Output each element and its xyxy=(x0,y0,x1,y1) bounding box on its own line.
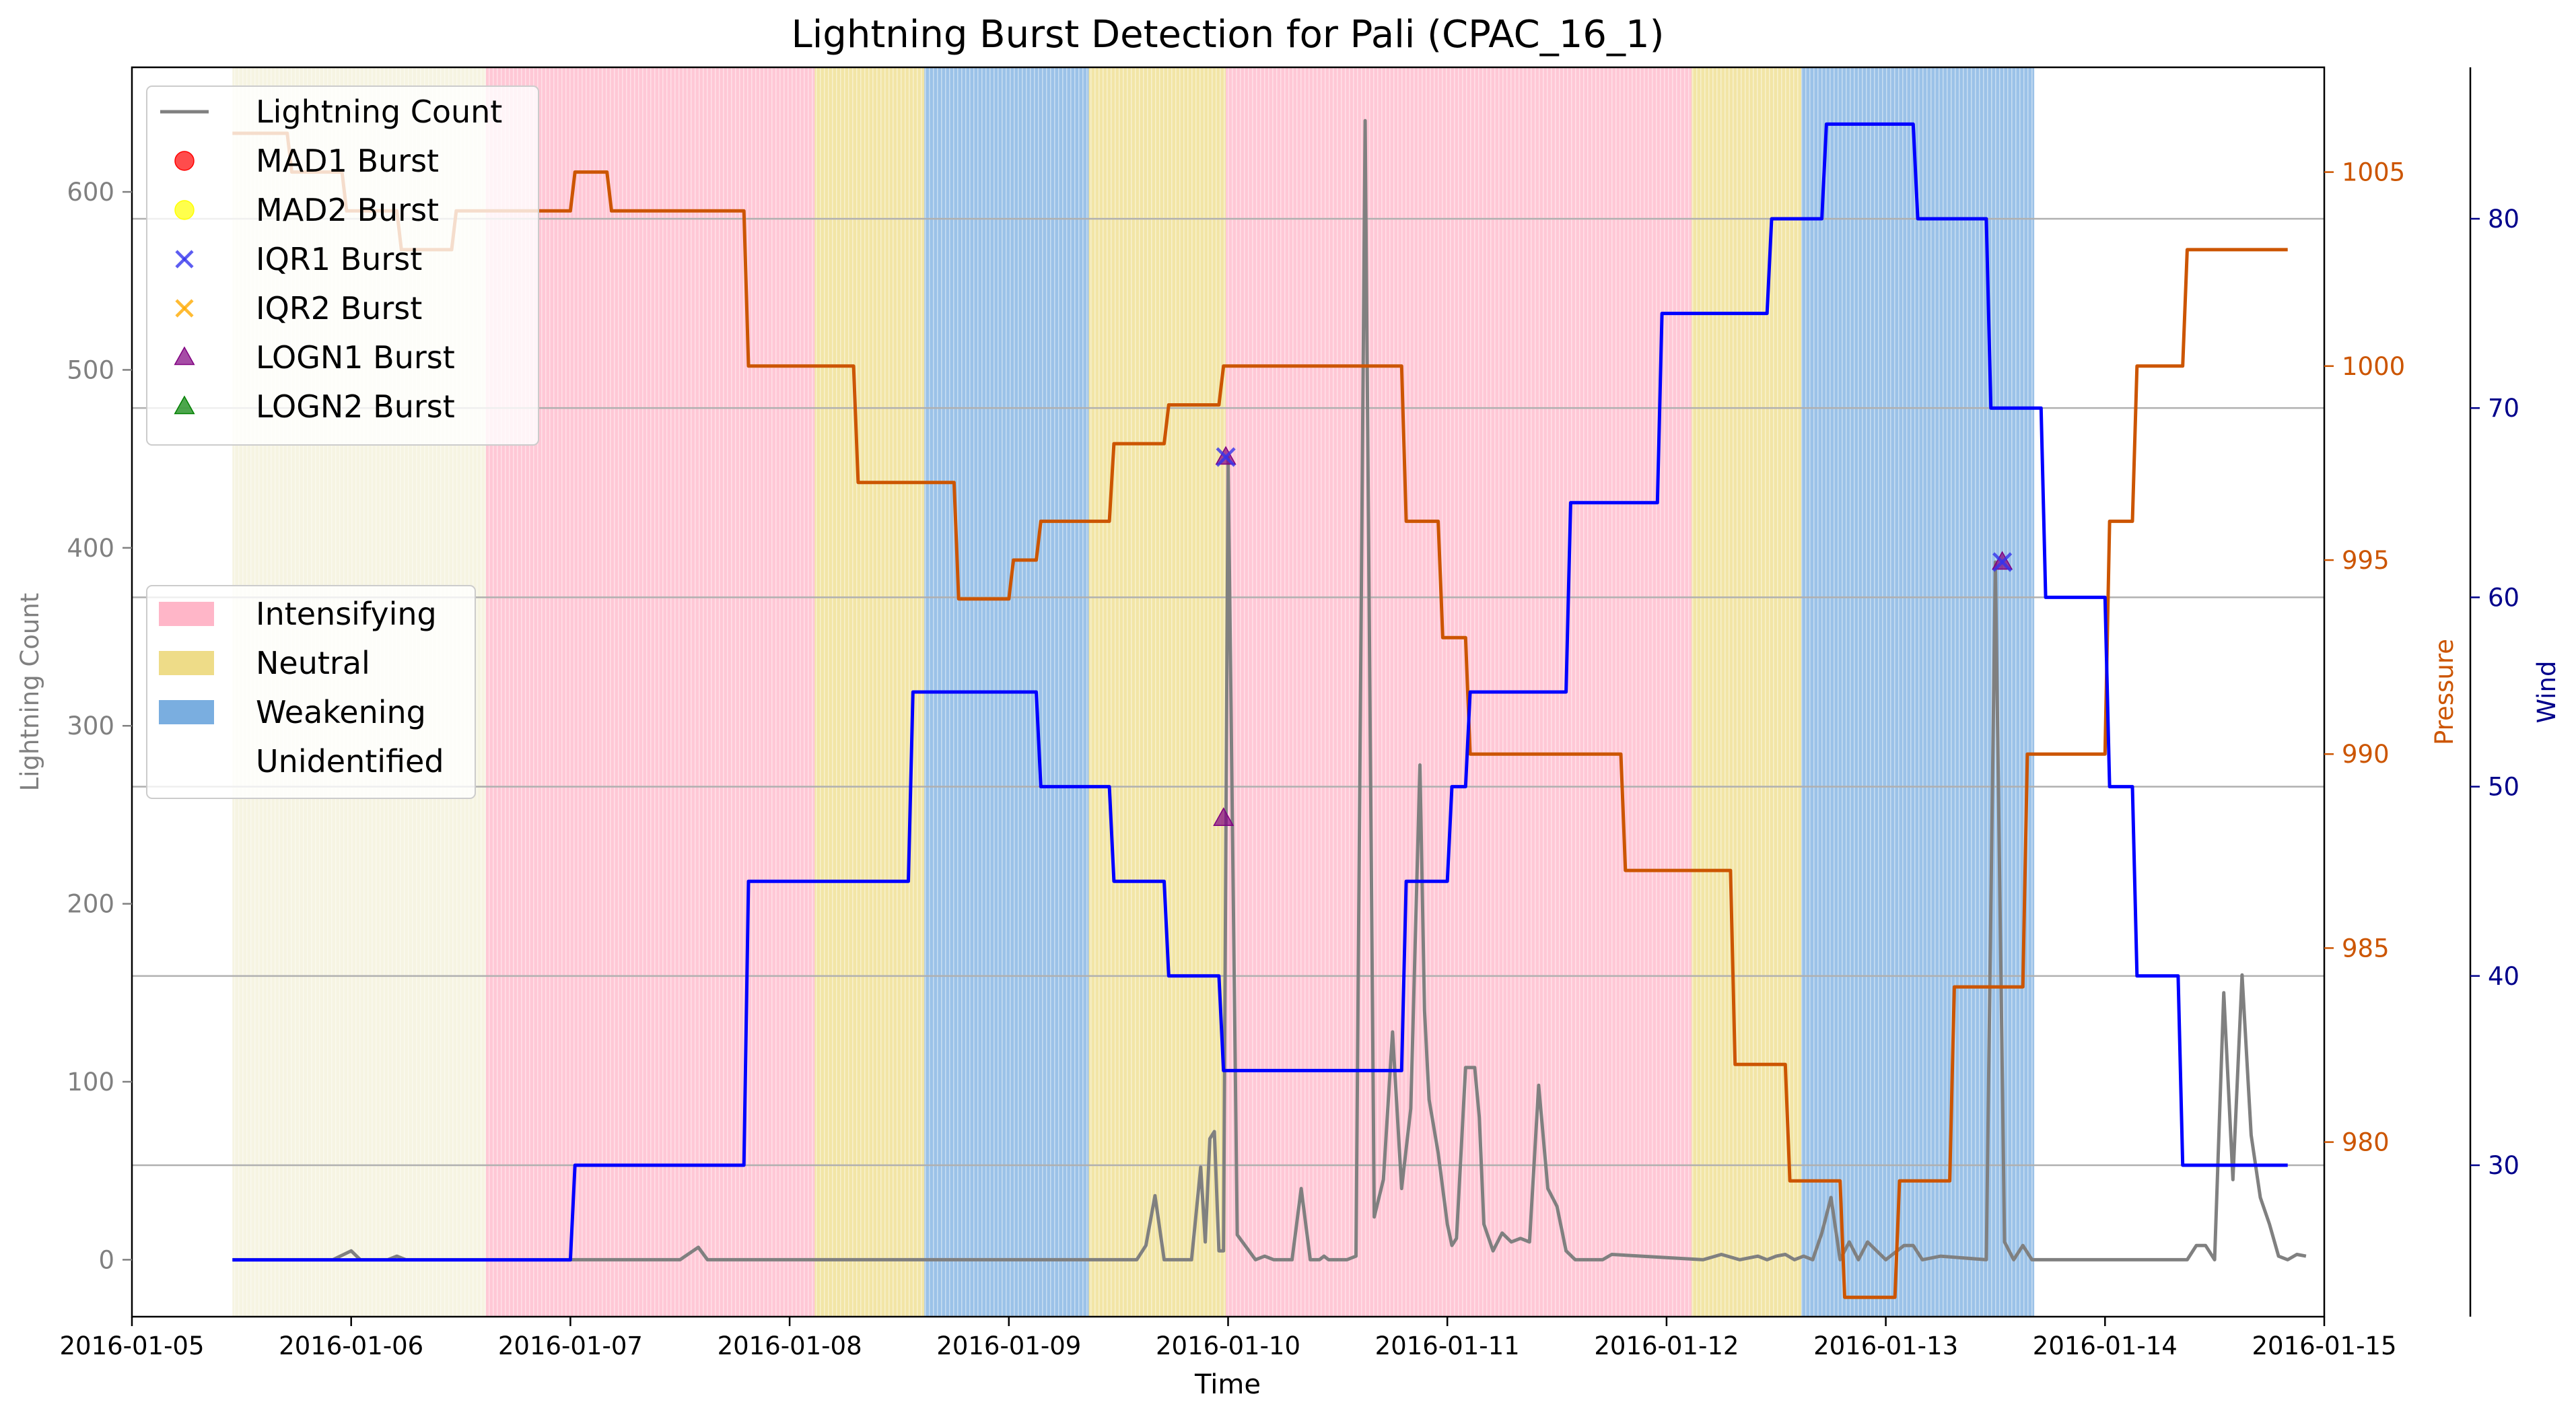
burst-markers xyxy=(1213,446,2013,826)
legend-triangle-swatch xyxy=(174,395,195,415)
legend-stages: Intensifying Neutral Weakening Unidentified xyxy=(146,585,476,799)
y-tick-label-pressure: 1005 xyxy=(2342,158,2405,187)
y-tick-label-pressure: 995 xyxy=(2342,546,2390,575)
legend-marker-label: IQR1 Burst xyxy=(256,241,422,277)
x-tick-label: 2016-01-11 xyxy=(1375,1331,1520,1360)
y-tick-label-wind: 30 xyxy=(2488,1151,2519,1180)
x-tick-label: 2016-01-09 xyxy=(936,1331,1081,1360)
x-tick-label: 2016-01-05 xyxy=(59,1331,204,1360)
legend-triangle-swatch xyxy=(174,346,195,366)
legend-stage-swatch xyxy=(159,700,214,724)
legend-stage-label: Unidentified xyxy=(256,743,444,780)
legend-cross-swatch-stroke xyxy=(175,250,194,269)
stage-band-texture xyxy=(814,67,925,1317)
stage-band-texture xyxy=(485,67,815,1317)
axes: 2016-01-05 2016-01-06 2016-01-07 2016-01-08… xyxy=(59,67,2519,1360)
legend-stages-box xyxy=(146,585,476,799)
series-pressure xyxy=(232,131,2288,1299)
chart-title: Lightning Burst Detection for Pali (CPAC… xyxy=(792,13,1665,57)
y-tick-label-wind: 60 xyxy=(2488,583,2519,612)
y-axis-label-pressure: Pressure xyxy=(2430,639,2459,745)
logn1-burst-marker xyxy=(1213,807,1234,826)
stage-band-texture xyxy=(1801,67,2035,1317)
y-tick-label-lightning: 600 xyxy=(67,178,114,207)
y-axis-label-lightning: Lightning Count xyxy=(15,593,44,792)
y-tick-label-pressure: 1000 xyxy=(2342,352,2405,381)
legend-circle-swatch xyxy=(174,151,195,171)
y-tick-label-pressure: 990 xyxy=(2342,740,2390,769)
legend-markers: Lightning Count MAD1 Burst MAD2 Burst IQR1 … xyxy=(146,85,539,446)
legend-stage-label: Neutral xyxy=(256,645,370,681)
iqr1-burst-marker xyxy=(1992,552,2013,572)
y-tick-label-wind: 80 xyxy=(2488,205,2519,234)
legend-stage-label: Weakening xyxy=(256,694,426,730)
legend-stage-swatch xyxy=(159,602,214,626)
y-tick-label-pressure: 980 xyxy=(2342,1128,2390,1157)
y-tick-label-wind: 50 xyxy=(2488,773,2519,802)
legend-markers-box xyxy=(146,85,539,446)
y-tick-label-wind: 40 xyxy=(2488,962,2519,991)
legend-marker-label: Lightning Count xyxy=(256,94,502,130)
y-tick-label-lightning: 200 xyxy=(67,890,114,919)
x-tick-label: 2016-01-06 xyxy=(279,1331,423,1360)
legend-cross-swatch xyxy=(175,299,194,318)
y-tick-label-lightning: 400 xyxy=(67,534,114,563)
legend-marker-label: MAD2 Burst xyxy=(256,192,439,228)
y-tick-label-lightning: 300 xyxy=(67,712,114,740)
series-lightning-count xyxy=(232,118,2307,1261)
legend-marker-label: MAD1 Burst xyxy=(256,143,439,179)
series-wind xyxy=(232,122,2288,1262)
y-tick-label-lightning: 100 xyxy=(67,1068,114,1097)
stage-band-texture xyxy=(1088,67,1226,1317)
x-tick-label: 2016-01-08 xyxy=(718,1331,862,1360)
iqr1-burst-marker xyxy=(1216,447,1236,467)
stage-band-texture xyxy=(1226,67,1692,1317)
legend-circle-swatch xyxy=(174,200,195,220)
y-tick-label-lightning: 500 xyxy=(67,355,114,384)
iqr1-burst-marker-stroke xyxy=(1216,447,1236,467)
series-lines xyxy=(232,118,2307,1299)
legend-cross-swatch-stroke xyxy=(175,299,194,318)
y-tick-label-lightning: 0 xyxy=(98,1245,114,1274)
x-tick-label: 2016-01-14 xyxy=(2033,1331,2178,1360)
x-axis-label: Time xyxy=(1194,1369,1261,1400)
iqr1-burst-marker-stroke xyxy=(1992,552,2013,572)
legend-stage-label: Intensifying xyxy=(256,596,437,632)
y-tick-label-wind: 70 xyxy=(2488,394,2519,423)
x-tick-label: 2016-01-10 xyxy=(1156,1331,1300,1360)
legend-marker-label: LOGN1 Burst xyxy=(256,339,455,376)
y-tick-label-pressure: 985 xyxy=(2342,934,2390,963)
stage-band-texture xyxy=(1692,67,1802,1317)
x-tick-label: 2016-01-12 xyxy=(1594,1331,1739,1360)
x-tick-label: 2016-01-13 xyxy=(1813,1331,1958,1360)
legend-marker-label: LOGN2 Burst xyxy=(256,388,455,425)
legend-marker-label: IQR2 Burst xyxy=(256,290,422,326)
x-tick-label: 2016-01-07 xyxy=(498,1331,643,1360)
x-tick-label: 2016-01-15 xyxy=(2252,1331,2396,1360)
legend-cross-swatch xyxy=(175,250,194,269)
y-axis-label-wind: Wind xyxy=(2532,661,2561,724)
legend-stage-swatch xyxy=(159,651,214,675)
